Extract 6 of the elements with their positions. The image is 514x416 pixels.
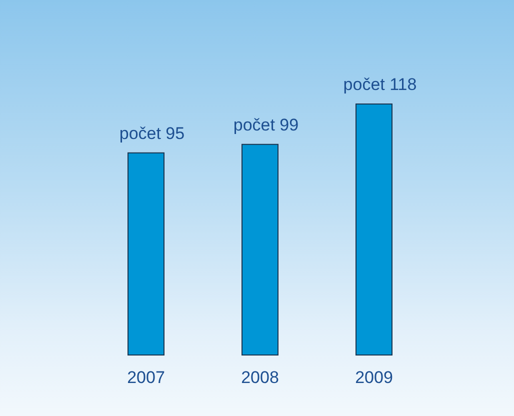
x-tick-label: 2007: [127, 368, 165, 388]
data-label: počet 118: [343, 75, 417, 94]
x-tick-label: 2008: [241, 368, 279, 388]
data-label: počet 99: [233, 115, 299, 134]
x-tick-label: 2009: [355, 368, 393, 388]
data-label: počet 95: [119, 124, 185, 143]
